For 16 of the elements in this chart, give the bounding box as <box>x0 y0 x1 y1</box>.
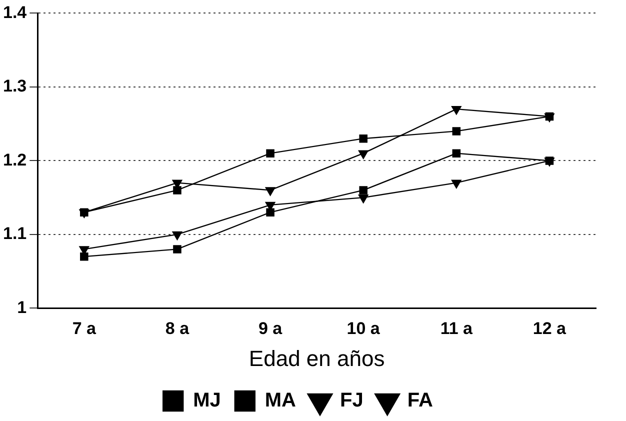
legend-label: MJ <box>193 390 221 412</box>
legend-label: FJ <box>340 390 364 412</box>
x-tick-label: 8 a <box>165 319 190 338</box>
y-tick-label: 1.4 <box>2 2 28 22</box>
x-tick-label: 9 a <box>258 319 283 338</box>
x-tick-label: 7 a <box>72 319 97 338</box>
y-tick-label: 1.1 <box>2 224 27 244</box>
legend-label: FA <box>407 390 433 412</box>
x-axis-title: Edad en años <box>248 346 385 371</box>
x-tick-label: 12 a <box>532 319 567 338</box>
x-tick-label: 11 a <box>440 319 474 338</box>
legend-label: MA <box>264 390 296 412</box>
x-tick-label: 10 a <box>346 319 380 338</box>
y-tick-label: 1 <box>17 298 27 317</box>
y-tick-label: 1.3 <box>2 76 27 96</box>
y-tick-label: 1.2 <box>2 150 27 170</box>
